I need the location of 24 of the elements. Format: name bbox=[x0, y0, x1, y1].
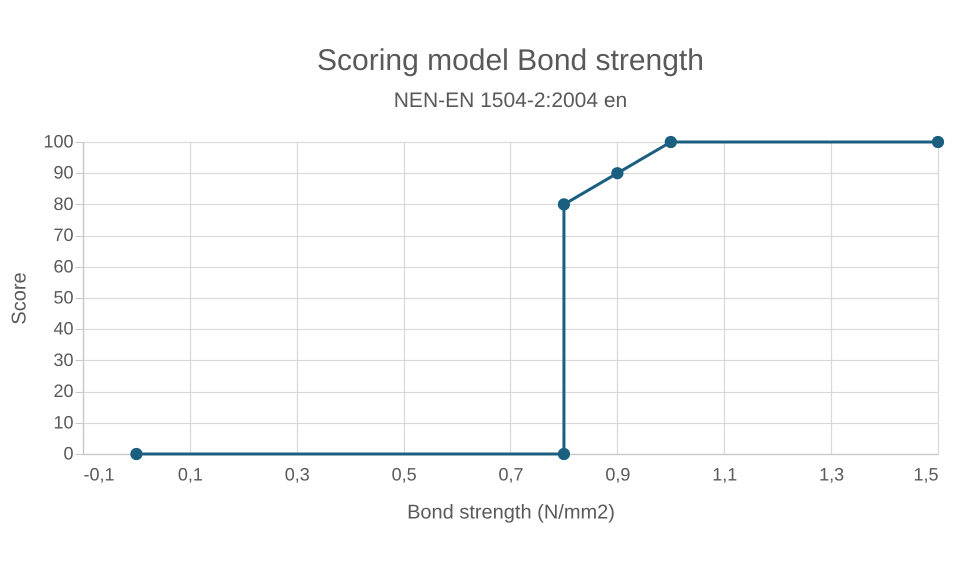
y-tick-label: 50 bbox=[53, 288, 74, 308]
y-tick-label: 30 bbox=[53, 350, 74, 370]
chart-title: Scoring model Bond strength bbox=[317, 44, 704, 77]
x-tick-label: 1,3 bbox=[819, 464, 844, 484]
y-tick-label: 20 bbox=[53, 381, 74, 402]
x-tick-label: 0,1 bbox=[178, 464, 203, 484]
x-tick-label: 0,5 bbox=[392, 464, 417, 484]
x-tick-label: 0,9 bbox=[605, 464, 630, 484]
y-tick-label: 70 bbox=[53, 225, 74, 246]
y-tick-label: 10 bbox=[53, 412, 74, 432]
y-tick-label: 100 bbox=[43, 132, 74, 152]
x-tick-label: 0,7 bbox=[498, 464, 524, 484]
y-tick-label: 0 bbox=[63, 444, 74, 464]
x-tick-label: 1,5 bbox=[913, 464, 938, 484]
x-tick-label: 1,1 bbox=[712, 464, 738, 484]
y-tick-label: 90 bbox=[53, 162, 74, 183]
x-tick-label: 0,3 bbox=[284, 464, 310, 484]
y-tick-label: 40 bbox=[53, 318, 74, 339]
chart-subtitle: NEN-EN 1504-2:2004 en bbox=[394, 89, 628, 112]
x-axis-title: Bond strength (N/mm2) bbox=[407, 502, 615, 524]
y-tick-label: 60 bbox=[53, 256, 74, 276]
y-axis-title: Score bbox=[8, 272, 30, 325]
x-tick-label: -0,1 bbox=[84, 464, 115, 484]
y-tick-label: 80 bbox=[53, 194, 74, 214]
